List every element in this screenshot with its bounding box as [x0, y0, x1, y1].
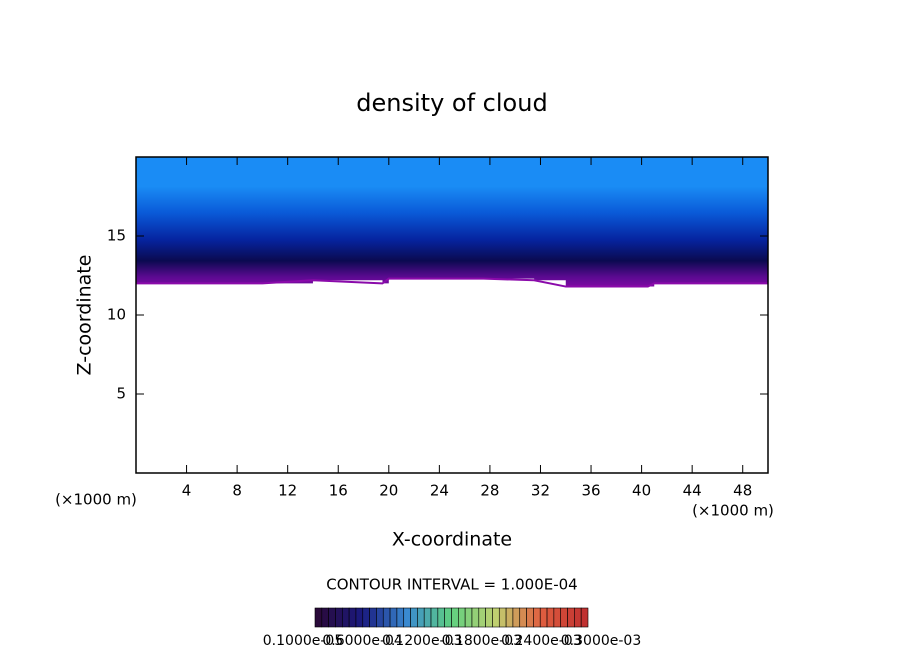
x-tick-label: 20	[379, 482, 398, 500]
colorbar-label: 0.6000e-04	[322, 633, 403, 649]
x-tick-label: 16	[329, 482, 348, 500]
colorbar-swatch	[403, 607, 411, 628]
colorbar-swatch	[451, 607, 459, 628]
y-tick-label: 5	[116, 385, 126, 403]
colorbar-label: 0.1800e-03	[442, 633, 522, 649]
colorbar-swatch	[492, 607, 500, 628]
colorbar-swatch	[341, 607, 350, 628]
colorbar-swatch	[580, 607, 589, 628]
colorbar-label: 0.2400e-03	[501, 633, 581, 649]
colorbar-swatch	[505, 607, 514, 628]
x-unit: (×1000 m)	[692, 502, 774, 520]
colorbar-swatch	[498, 607, 507, 628]
colorbar-swatch	[526, 607, 534, 628]
colorbar-swatch	[328, 607, 336, 628]
colorbar-swatch	[376, 607, 384, 628]
y-tick-label: 15	[107, 227, 126, 245]
colorbar-swatch	[560, 607, 568, 628]
colorbar-swatch	[458, 607, 466, 628]
colorbar-label: 0.1000e-05	[263, 633, 343, 649]
colorbar-swatch	[512, 607, 521, 628]
colorbar-swatch	[437, 607, 445, 628]
x-axis-label: X-coordinate	[392, 529, 512, 551]
x-tick-label: 48	[733, 482, 752, 500]
x-unit: (×1000 m)	[55, 491, 137, 509]
cloud-field	[136, 157, 768, 287]
x-tick-label: 36	[581, 482, 600, 500]
colorbar-swatch	[314, 607, 323, 628]
x-tick-label: 32	[531, 482, 550, 500]
colorbar-swatch	[417, 607, 425, 628]
colorbar-swatch	[355, 607, 364, 628]
colorbar-swatch	[321, 607, 329, 628]
colorbar-swatch	[539, 607, 548, 628]
chart-title: density of cloud	[356, 89, 547, 117]
colorbar-swatch	[519, 607, 527, 628]
y-tick-label: 10	[107, 306, 126, 324]
x-tick-label: 4	[182, 482, 192, 500]
colorbar-swatch	[410, 607, 418, 628]
colorbar-swatch	[553, 607, 561, 628]
contour-interval: CONTOUR INTERVAL = 1.000E-04	[326, 576, 577, 594]
colorbar-swatch	[362, 607, 370, 628]
colorbar-swatch	[567, 607, 575, 628]
colorbar-label: 0.1200e-03	[382, 633, 462, 649]
cloud-base	[136, 277, 768, 288]
colorbar-swatch	[423, 607, 432, 628]
colorbar-swatch	[464, 607, 473, 628]
colorbar-swatch	[533, 607, 541, 628]
colorbar-swatch	[430, 607, 439, 628]
x-tick-label: 12	[278, 482, 297, 500]
x-tick-label: 24	[430, 482, 449, 500]
colorbar-swatch	[335, 607, 343, 628]
y-axis-label: Z-coordinate	[74, 255, 96, 376]
colorbar-swatch	[382, 607, 391, 628]
colorbar-swatch	[574, 607, 582, 628]
colorbar-swatch	[389, 607, 398, 628]
colorbar-swatch	[369, 607, 377, 628]
colorbar-swatch	[471, 607, 480, 628]
colorbar-swatch	[478, 607, 486, 628]
colorbar-swatch	[444, 607, 452, 628]
colorbar-label: 0.3000e-03	[561, 633, 641, 649]
x-tick-label: 44	[683, 482, 702, 500]
x-tick-label: 40	[632, 482, 651, 500]
colorbar-swatch	[485, 607, 493, 628]
x-tick-label: 8	[232, 482, 242, 500]
colorbar-swatch	[348, 607, 357, 628]
colorbar-swatch	[546, 607, 555, 628]
x-tick-label: 28	[480, 482, 499, 500]
colorbar-swatch	[396, 607, 405, 628]
